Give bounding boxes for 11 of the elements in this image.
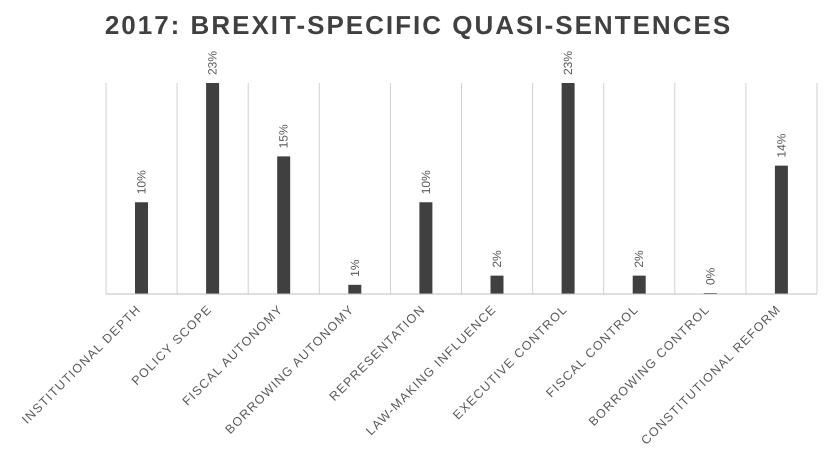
data-label: 14% [774,133,788,158]
chart-title: 2017: BREXIT-SPECIFIC QUASI-SENTENCES [104,10,734,41]
data-label: 23% [206,50,220,75]
data-label: 1% [348,259,362,277]
data-label: 2% [490,250,504,268]
data-label: 10% [134,170,148,194]
data-label: 0% [703,267,718,285]
data-label: 10% [418,170,433,194]
data-label: 23% [561,50,576,75]
data-label: 2% [632,250,646,268]
data-label: 15% [276,124,291,148]
